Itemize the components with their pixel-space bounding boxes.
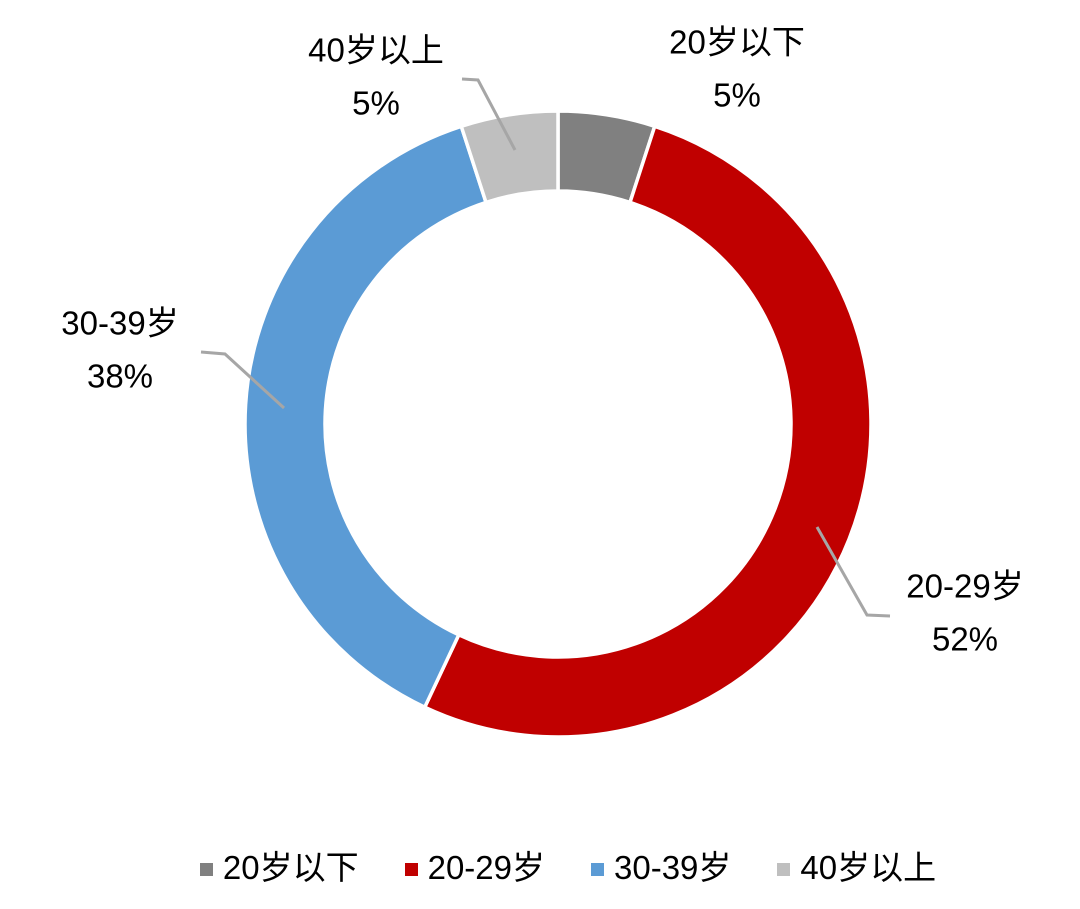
legend-item-20-29: 20-29岁 [404,849,545,886]
legend: 20岁以下 20-29岁 30-39岁 40岁以上 [28,851,1080,884]
data-label-category: 40岁以上 [308,31,444,69]
legend-swatch-under-20 [199,862,213,876]
legend-swatch-40-and-up [777,862,791,876]
data-label-under-20: 20岁以下 5% [669,16,805,123]
data-label-category: 20岁以下 [669,23,805,61]
data-label-percent: 38% [86,358,154,395]
legend-item-30-39: 30-39岁 [591,851,731,884]
data-label-category: 30-39岁 [61,304,179,342]
legend-label: 30-39岁 [614,849,732,886]
data-label-percent: 5% [713,77,761,114]
donut-slice-1 [422,124,873,739]
data-label-category: 20-29岁 [906,567,1024,605]
data-label-30-39: 30-39岁 38% [61,297,178,404]
legend-label: 20-29岁 [427,849,545,886]
donut-slice-3 [459,109,560,205]
leader-lines [200,77,891,618]
legend-swatch-20-29 [404,862,418,876]
leader-line-30-39 [200,350,286,410]
data-label-percent: 5% [352,85,400,122]
donut-slice-2 [243,124,489,710]
legend-item-under-20: 20岁以下 [199,849,359,886]
legend-item-40-and-up: 40岁以上 [777,851,936,884]
leader-line-40-and-up [461,77,517,151]
data-label-20-29: 20-29岁 52% [906,560,1023,667]
legend-label: 20岁以下 [222,849,359,886]
data-label-percent: 52% [931,621,999,658]
legend-swatch-30-39 [591,862,604,876]
data-label-40-and-up: 40岁以上 5% [308,24,444,131]
leader-line-20-29 [815,526,891,618]
legend-label: 40岁以上 [800,849,937,886]
